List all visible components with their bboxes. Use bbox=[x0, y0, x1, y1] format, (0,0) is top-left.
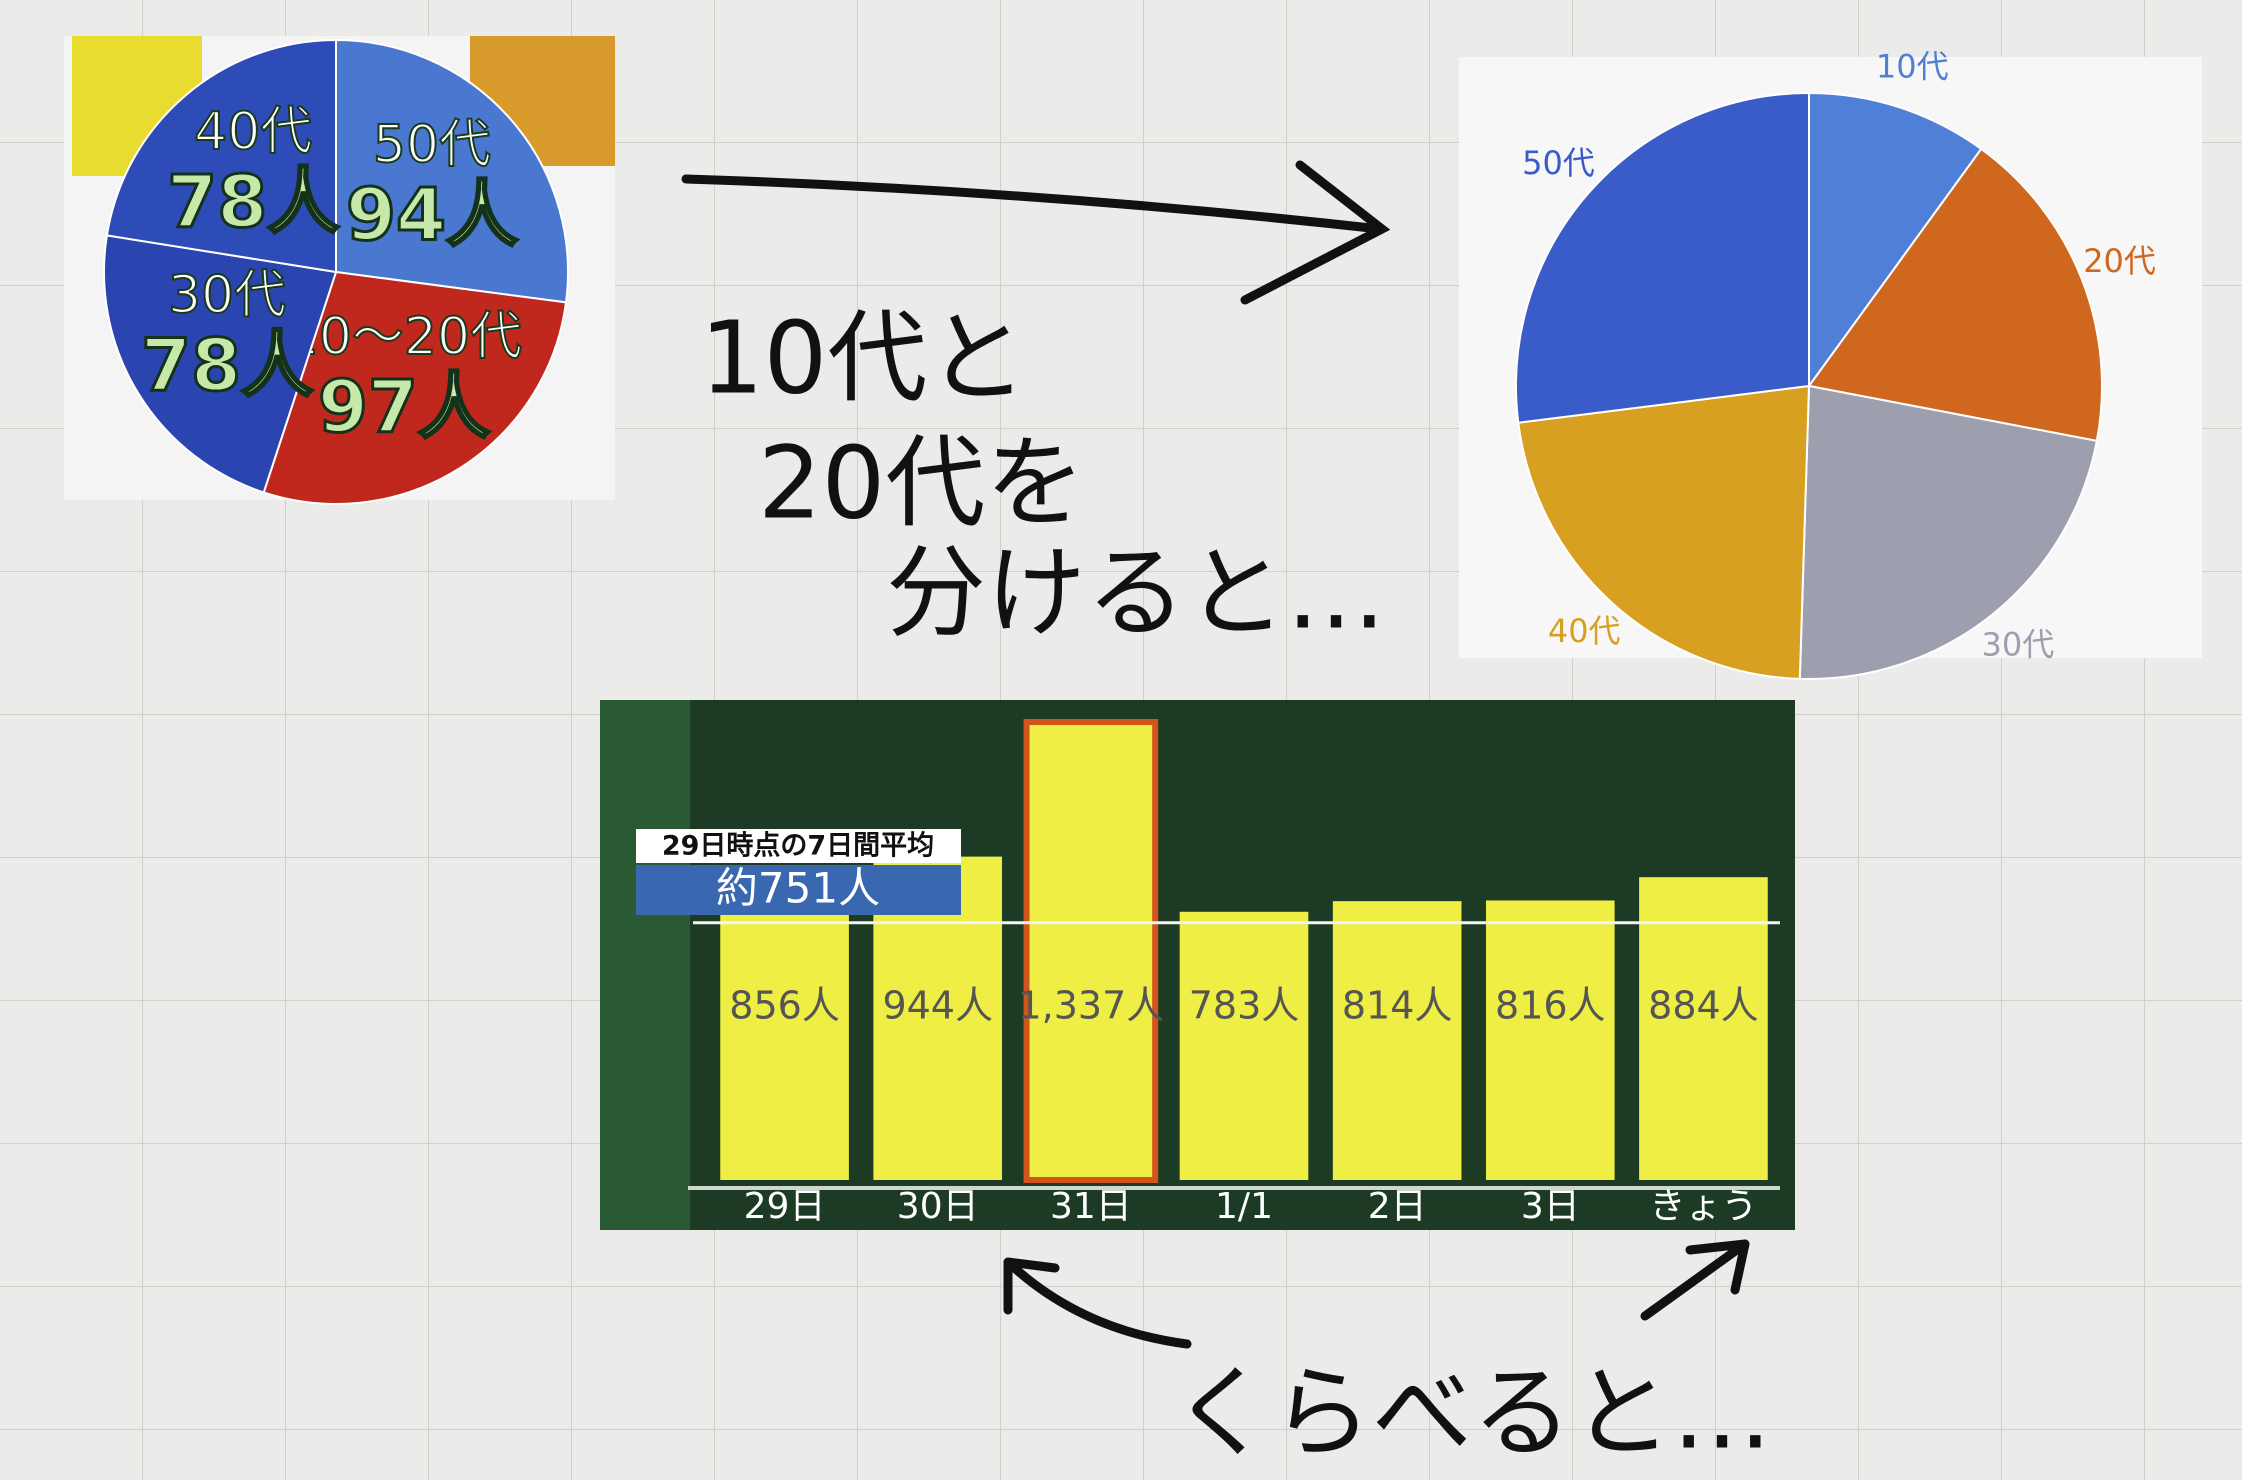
bar bbox=[1027, 722, 1156, 1180]
value-label: 884人 bbox=[1648, 984, 1759, 1028]
bar bbox=[1333, 901, 1462, 1180]
x-tick-label: 1/1 bbox=[1215, 1186, 1273, 1227]
slice-label: 40代 bbox=[1548, 612, 1621, 650]
value-label: 814人 bbox=[1342, 984, 1453, 1028]
x-tick-label: 3日 bbox=[1521, 1186, 1580, 1227]
handwritten-note: 20代を bbox=[758, 424, 1085, 541]
value-label: 783人 bbox=[1189, 984, 1300, 1028]
value-label: 94人 bbox=[346, 172, 518, 256]
handwritten-note: くらべると… bbox=[1172, 1354, 1772, 1471]
x-tick-label: 30日 bbox=[897, 1186, 979, 1227]
value-label: 78人 bbox=[141, 323, 313, 407]
reference-title: 29日時点の7日間平均 bbox=[662, 831, 934, 862]
slice-label: 20代 bbox=[2083, 242, 2156, 280]
card-decoration bbox=[600, 700, 690, 1230]
value-label: 97人 bbox=[318, 365, 490, 449]
value-label: 1,337人 bbox=[1017, 984, 1164, 1028]
slice-label: 50代 bbox=[1522, 144, 1595, 182]
slice-label: 10代 bbox=[1876, 47, 1949, 85]
reference-label: 約751人 bbox=[716, 864, 880, 913]
value-label: 856人 bbox=[729, 984, 840, 1028]
slice-label: 50代 bbox=[373, 115, 491, 175]
handwritten-note: 分けると… bbox=[886, 534, 1386, 651]
slice-label: 40代 bbox=[194, 102, 312, 162]
bar bbox=[1486, 900, 1615, 1180]
notebook-page: 50代94人10～20代97人30代78人40代78人 10代と 20代を 分け… bbox=[0, 0, 2242, 1480]
x-tick-label: きょう bbox=[1649, 1186, 1757, 1227]
value-label: 816人 bbox=[1495, 984, 1606, 1028]
bar bbox=[720, 887, 849, 1180]
x-tick-label: 29日 bbox=[744, 1186, 826, 1227]
x-tick-label: 2日 bbox=[1368, 1186, 1427, 1227]
x-tick-label: 31日 bbox=[1050, 1186, 1132, 1227]
slice-label: 30代 bbox=[1981, 626, 2054, 664]
bar bbox=[1180, 912, 1309, 1180]
slice-label: 30代 bbox=[168, 265, 286, 325]
handwritten-note: 10代と bbox=[700, 299, 1027, 416]
value-label: 78人 bbox=[167, 159, 339, 243]
value-label: 944人 bbox=[882, 984, 993, 1028]
